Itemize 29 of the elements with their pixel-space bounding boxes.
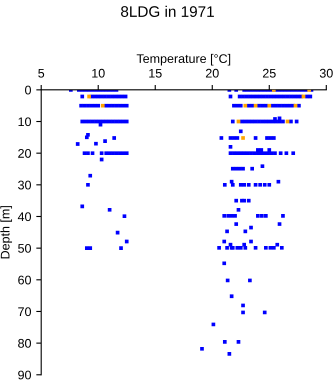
x-tick-label: 15 (149, 68, 162, 78)
y-tick-label: 50 (18, 244, 31, 253)
x-tick-label: 25 (262, 68, 276, 78)
point (236, 120, 240, 124)
y-tick-label: 80 (18, 338, 31, 348)
y-tick-label: 20 (18, 148, 31, 158)
y-tick-label: 60 (18, 276, 31, 284)
y-tick-label: 70 (18, 307, 31, 316)
x-tick-label: 5 (38, 68, 44, 78)
point (100, 104, 105, 108)
x-tick-label: 20 (206, 68, 219, 78)
y-axis-title: Depth [m] (0, 206, 12, 258)
point (241, 136, 245, 140)
x-tick-label: 10 (92, 68, 105, 78)
point (243, 104, 248, 108)
point (267, 104, 272, 108)
y-tick-label: 90 (18, 370, 31, 380)
point (254, 104, 258, 108)
x-axis-title: Temperature [°C] (136, 54, 230, 66)
chart-title: 8LDG in 1971 (121, 6, 214, 17)
point (302, 94, 306, 98)
x-tick-label: 30 (320, 68, 333, 78)
y-tick-label: 40 (18, 212, 31, 222)
y-tick-label: 0 (25, 86, 31, 95)
y-tick-label: 30 (18, 180, 31, 190)
point (286, 120, 290, 124)
point (87, 94, 91, 98)
point (294, 104, 298, 108)
y-tick-label: 10 (18, 117, 31, 126)
